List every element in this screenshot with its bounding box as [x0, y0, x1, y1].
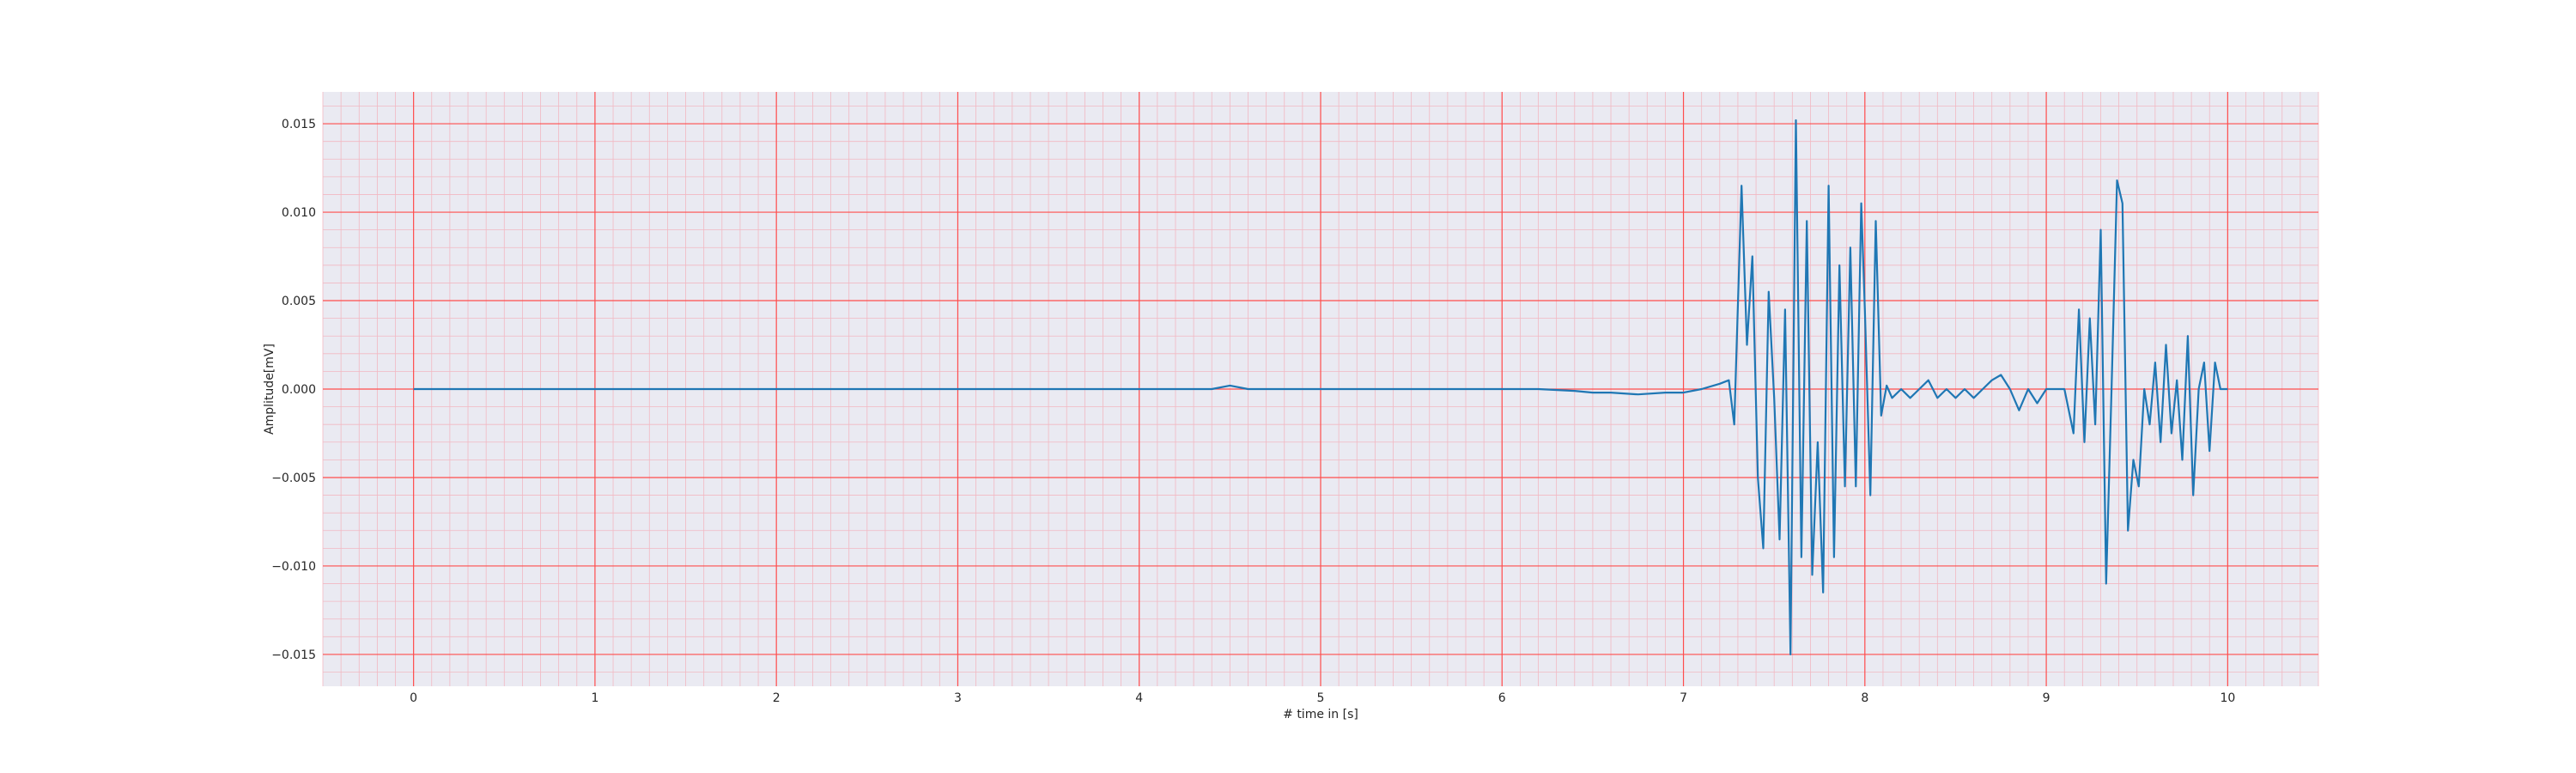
x-tick-label: 10 [2220, 691, 2235, 705]
series-line [413, 119, 2228, 656]
x-tick-label: 8 [1861, 691, 1868, 705]
y-tick-label: −0.015 [271, 648, 316, 662]
x-tick-label: 2 [773, 691, 781, 705]
x-tick-label: 4 [1135, 691, 1143, 705]
x-tick-label: 3 [954, 691, 962, 705]
x-tick-label: 6 [1498, 691, 1506, 705]
series-layer [413, 119, 2228, 656]
y-axis-ticks: −0.015 −0.010 −0.005 0.000 0.005 0.010 0.015 [271, 118, 316, 662]
y-tick-label: 0.015 [282, 118, 316, 131]
y-axis-label: Amplitude[mV] [263, 344, 276, 435]
x-tick-label: 5 [1317, 691, 1325, 705]
x-axis-ticks: 0 1 2 3 4 5 6 7 8 9 10 [410, 691, 2235, 705]
x-tick-label: 9 [2043, 691, 2050, 705]
x-tick-label: 1 [591, 691, 598, 705]
x-tick-label: 0 [410, 691, 417, 705]
x-axis-label: # time in [s] [1283, 708, 1358, 721]
y-tick-label: −0.005 [271, 472, 316, 485]
y-tick-label: −0.010 [271, 560, 316, 574]
y-tick-label: 0.000 [282, 383, 316, 397]
x-tick-label: 7 [1680, 691, 1687, 705]
y-tick-label: 0.005 [282, 295, 316, 308]
y-tick-label: 0.010 [282, 206, 316, 220]
